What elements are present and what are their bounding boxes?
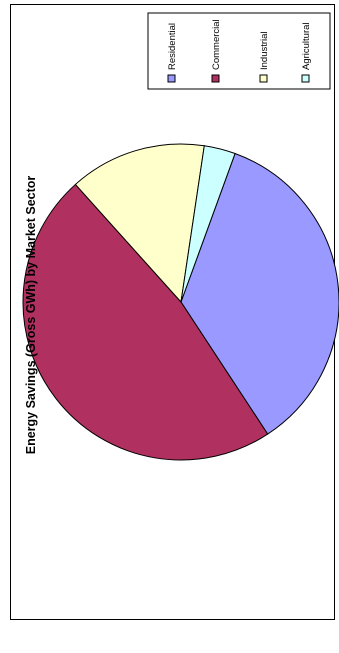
pie-slices [22,143,339,461]
pie-slice-agricultural [180,145,236,303]
legend-label-agricultural: Agricultural [301,22,312,70]
chart-title: Energy Savings (Gross GWh) by Market Sec… [24,176,38,455]
legend-box [147,12,331,90]
pie-slice-residential [180,152,339,435]
legend-label-industrial: Industrial [259,31,270,70]
legend-label-residential: Residential [167,23,178,70]
pie-slice-commercial [22,183,269,461]
pie-slice-industrial [74,143,205,304]
legend-swatch-residential [167,74,176,83]
legend-label-commercial: Commercial [211,19,222,70]
legend-swatch-agricultural [301,74,310,83]
legend-swatch-commercial [211,74,220,83]
legend-swatch-industrial [259,74,268,83]
legend: Residential Commercial Industrial Agricultu… [147,12,331,90]
